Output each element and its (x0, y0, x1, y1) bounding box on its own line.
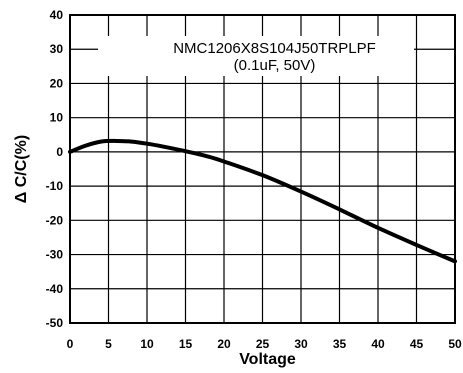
y-tick-label: 30 (50, 42, 64, 56)
y-tick-label: 40 (50, 8, 64, 22)
x-tick-label: 15 (179, 337, 193, 351)
x-tick-label: 5 (105, 337, 112, 351)
y-tick-label: 10 (50, 111, 64, 125)
x-tick-label: 0 (67, 337, 74, 351)
y-tick-label: 0 (56, 145, 63, 159)
chart-title-line-1: NMC1206X8S104J50TRPLPF (173, 40, 376, 57)
x-tick-label: 45 (410, 337, 424, 351)
y-tick-labels: 40 30 20 10 0 -10 -20 -30 -40 -50 (46, 8, 64, 330)
x-axis-title: Voltage (239, 351, 296, 368)
x-tick-label: 25 (256, 337, 270, 351)
x-tick-label: 30 (294, 337, 308, 351)
y-tick-label: -30 (46, 248, 64, 262)
x-tick-labels: 0 5 10 15 20 25 30 35 40 45 50 (67, 337, 462, 351)
title-background (98, 36, 414, 76)
y-tick-label: -50 (46, 316, 64, 330)
y-axis-title: Δ C/C(%) (13, 135, 30, 203)
x-tick-label: 10 (140, 337, 154, 351)
y-tick-label: -10 (46, 179, 64, 193)
x-tick-label: 35 (333, 337, 347, 351)
series-line (68, 138, 457, 264)
chart-title-line-2: (0.1uF, 50V) (234, 57, 316, 74)
y-tick-label: -40 (46, 282, 64, 296)
y-tick-label: -20 (46, 213, 64, 227)
x-tick-label: 50 (448, 337, 462, 351)
y-tick-label: 20 (50, 76, 64, 90)
plot-frame (69, 14, 456, 324)
x-tick-label: 20 (217, 337, 231, 351)
x-tick-label: 40 (371, 337, 385, 351)
